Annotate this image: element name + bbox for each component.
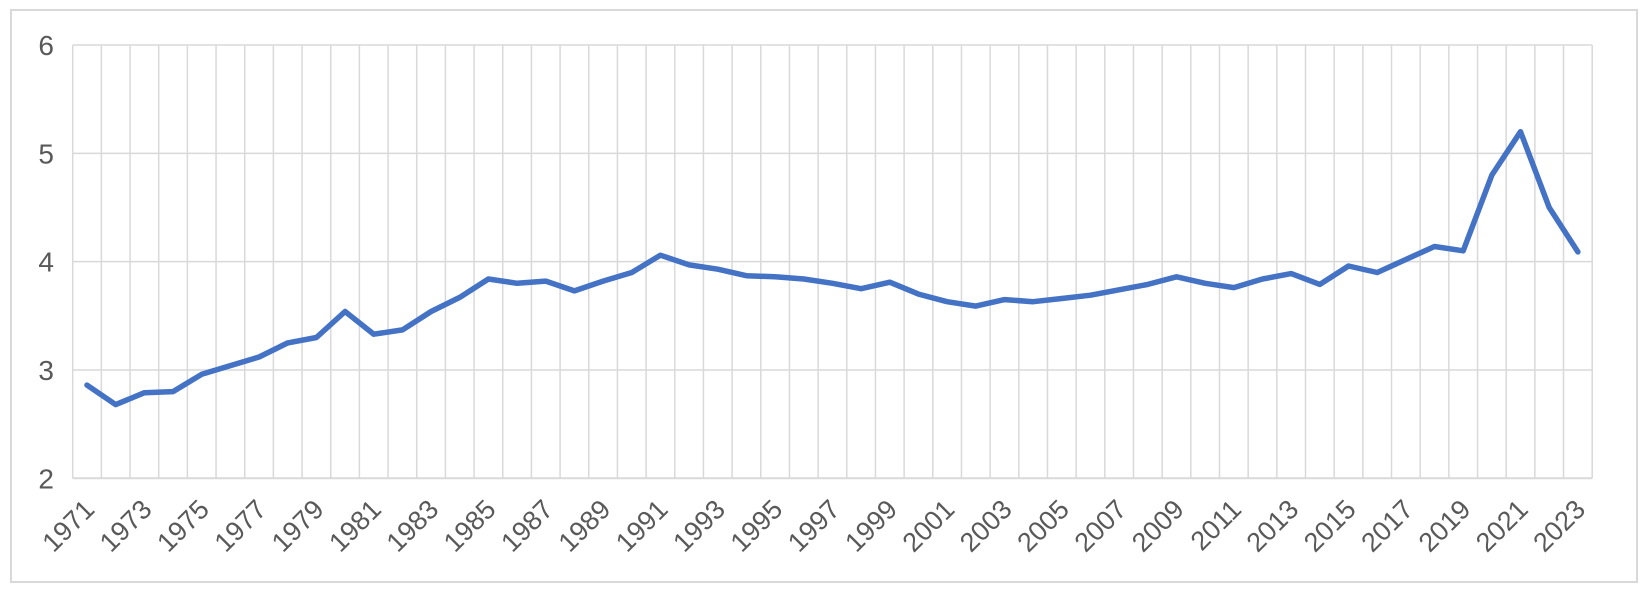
chart-border: [10, 9, 1638, 583]
y-tick-label: 6: [38, 30, 54, 61]
y-tick-label: 3: [38, 355, 54, 386]
y-tick-label: 4: [38, 247, 54, 278]
gridlines-horizontal: [72, 44, 1593, 480]
data-series-line: [84, 128, 1581, 408]
y-tick-label: 2: [38, 463, 54, 494]
y-axis-tick-labels: 2 3 4 5 6: [38, 30, 54, 494]
y-tick-label: 5: [38, 138, 54, 169]
